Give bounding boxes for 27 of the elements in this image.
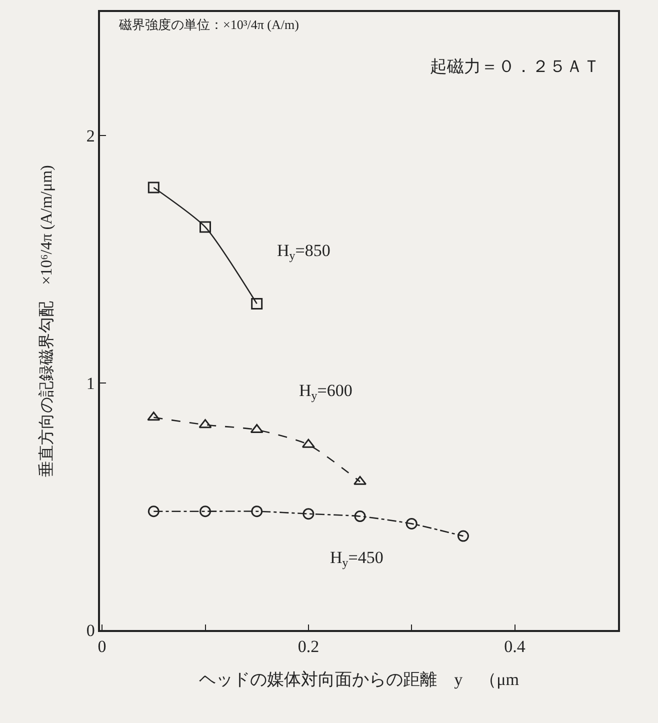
- point: [406, 518, 418, 530]
- x-tick-label: 0.2: [298, 637, 320, 656]
- point: [148, 506, 160, 518]
- annotation: 磁界強度の単位：×10³/4π (A/m): [118, 17, 299, 32]
- point: [302, 508, 314, 520]
- point: [457, 530, 469, 542]
- point: [200, 221, 211, 233]
- y-tick-label: 2: [86, 126, 95, 146]
- point: [251, 298, 263, 310]
- x-tick-label: 0.4: [504, 637, 526, 656]
- point: [302, 438, 315, 448]
- point: [198, 419, 212, 428]
- point: [354, 476, 367, 485]
- point: [250, 424, 264, 434]
- point: [354, 510, 366, 522]
- point: [200, 506, 211, 518]
- x-axis-title: ヘッドの媒体対向面からの距離 y （μm: [199, 670, 519, 690]
- y-tick-label: 0: [86, 620, 95, 640]
- annotation: 起磁力＝０．２５ＡＴ: [430, 57, 600, 76]
- point: [251, 506, 263, 518]
- y-axis-title: 垂直方向の記録磁界勾配 ×10⁶/4π (A/m/μm): [38, 165, 56, 477]
- text: H$_{y}$=850: [277, 241, 330, 263]
- y-tick-label: 1: [86, 374, 95, 393]
- text: H$_{y}$=600: [299, 381, 352, 403]
- point: [148, 182, 160, 194]
- point: [147, 412, 160, 421]
- series-label: H$_{y}$=450: [330, 548, 384, 570]
